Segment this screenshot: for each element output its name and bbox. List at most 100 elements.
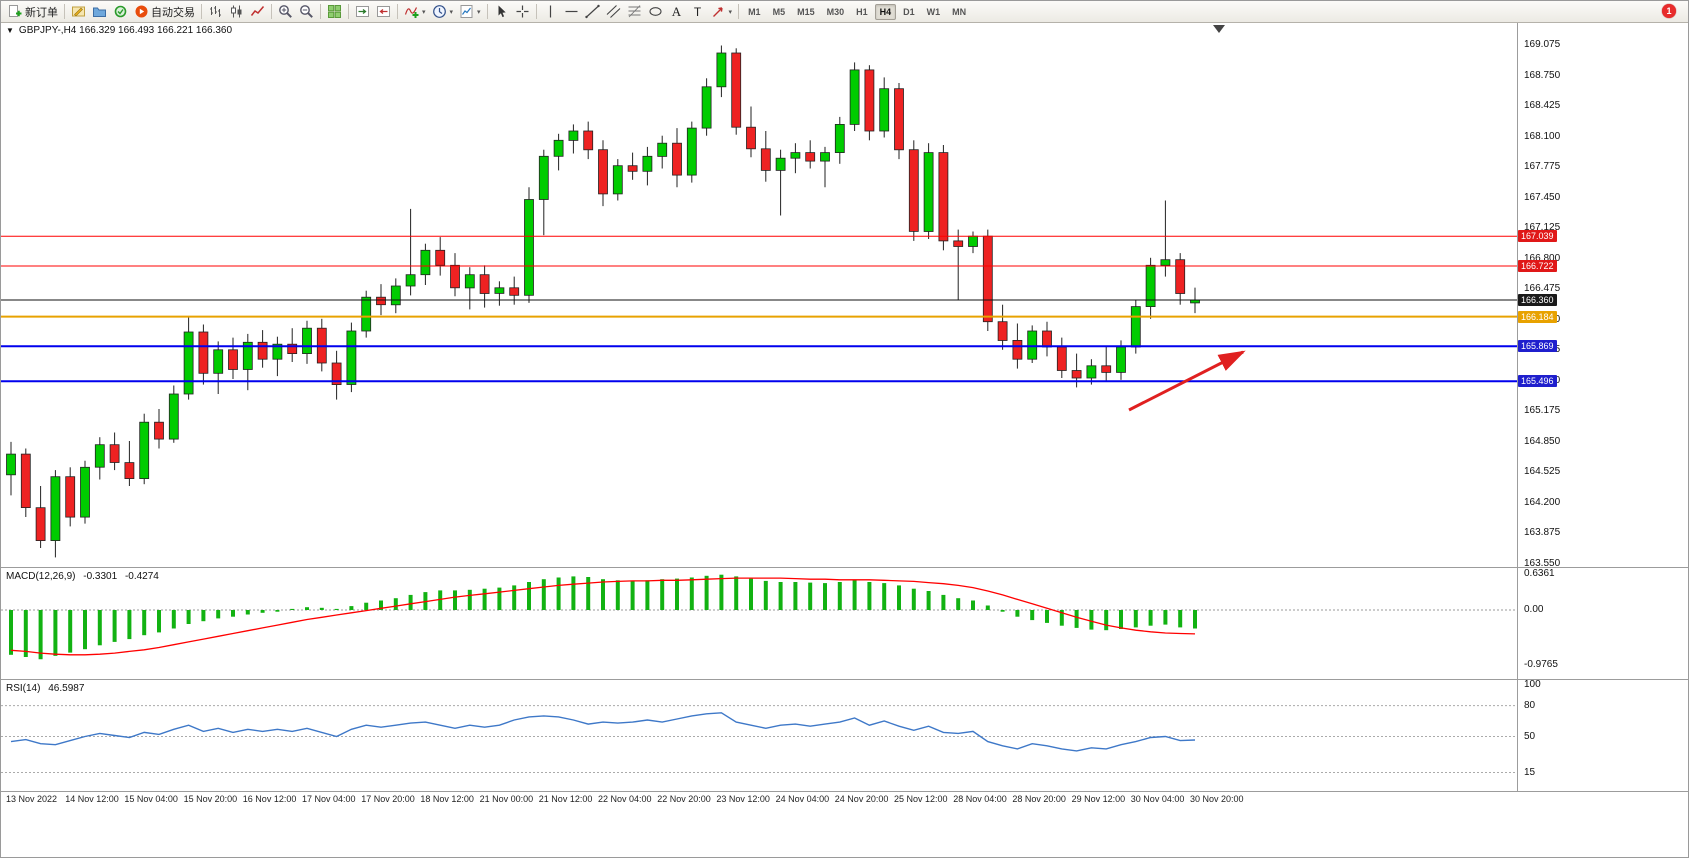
- price-axis-label: 169.075: [1524, 39, 1561, 50]
- dropdown-caret-icon[interactable]: ▾: [477, 8, 481, 16]
- timeframe-m5-button[interactable]: M5: [772, 6, 786, 17]
- fibonacci-button[interactable]: [624, 1, 645, 22]
- panel-separator-main-macd[interactable]: [1, 567, 1688, 568]
- channel-button[interactable]: [603, 1, 624, 22]
- price-axis-label: 168.100: [1524, 130, 1561, 142]
- time-axis-label: 23 Nov 12:00: [716, 794, 770, 804]
- vertical-line-button[interactable]: [540, 1, 561, 22]
- price-tag-165.869: 165.869: [1518, 340, 1557, 353]
- shapes-button[interactable]: [645, 1, 666, 22]
- timeframe-h1-button[interactable]: H1: [856, 6, 868, 17]
- cursor-icon: [494, 4, 509, 19]
- timeframe-d1-button[interactable]: D1: [903, 6, 915, 17]
- main-price-chart[interactable]: [1, 22, 1517, 567]
- cursor-button[interactable]: [491, 1, 512, 22]
- price-axis-label: 164.850: [1524, 435, 1561, 447]
- channel-icon: [606, 4, 621, 19]
- price-axis-label: 166.800: [1524, 252, 1561, 264]
- text-label-button[interactable]: T: [687, 1, 708, 22]
- timeframe-mn-button[interactable]: MN: [952, 6, 967, 17]
- macd-axis-label: 0.00: [1524, 604, 1544, 615]
- macd-signal-line: [10, 577, 1196, 656]
- trend-arrow-annotation[interactable]: [1128, 350, 1246, 412]
- templates-button[interactable]: ▾: [456, 1, 484, 22]
- notification-badge[interactable]: 1: [1662, 4, 1676, 18]
- crosshair-button[interactable]: [512, 1, 533, 22]
- timeframe-m30-button[interactable]: M30: [826, 6, 845, 17]
- new-order-button[interactable]: 新订单: [5, 1, 61, 22]
- price-axis-label: 165.175: [1524, 405, 1561, 417]
- time-axis-label: 21 Nov 00:00: [479, 794, 534, 804]
- panel-separator-macd-rsi[interactable]: [1, 679, 1688, 680]
- price-axis-label: 166.475: [1524, 283, 1561, 295]
- zoom-out-icon: [299, 4, 314, 19]
- indicators-icon: [404, 4, 419, 19]
- dropdown-caret-icon[interactable]: ▾: [728, 8, 733, 16]
- time-axis-label: 25 Nov 12:00: [894, 794, 948, 804]
- chart-workspace[interactable]: ▼ GBPJPY-,H4 166.329 166.493 166.221 166…: [1, 22, 1688, 857]
- macd-label: MACD(12,26,9) -0.3301 -0.4274: [6, 571, 159, 582]
- macd-panel[interactable]: [1, 568, 1517, 679]
- macd-axis-label: -0.9765: [1524, 658, 1558, 670]
- label-icon: T: [690, 4, 705, 19]
- tile-windows-icon: [327, 4, 342, 19]
- zoom-out-button[interactable]: [296, 1, 317, 22]
- time-axis-label: 30 Nov 04:00: [1130, 794, 1185, 804]
- bar-chart-icon: [208, 4, 223, 19]
- rsi-axis-label: 100: [1524, 679, 1541, 690]
- symbol-ohlc-text: GBPJPY-,H4 166.329 166.493 166.221 166.3…: [18, 25, 233, 36]
- candlestick-icon: [229, 4, 244, 19]
- toolbar: 新订单 自动交易 ▾ ▾ ▾ A T ▾ M1 M5 M15 M30 H1 H4 D1 W1 MN 1: [1, 1, 1688, 23]
- time-axis-label: 29 Nov 12:00: [1071, 794, 1126, 804]
- arrows-icon: [711, 4, 726, 19]
- indicators-button[interactable]: ▾: [401, 1, 429, 22]
- profiles-button[interactable]: [89, 1, 110, 22]
- timeframe-m1-button[interactable]: M1: [748, 6, 761, 17]
- price-tag-165.496: 165.496: [1518, 375, 1557, 388]
- autotrading-button[interactable]: 自动交易: [131, 1, 198, 22]
- chart-shift-button[interactable]: [373, 1, 394, 22]
- new-order-label: 新订单: [25, 6, 58, 19]
- toolbar-separator: [535, 4, 537, 19]
- timeframe-h4-button[interactable]: H4: [874, 3, 897, 20]
- toolbar-separator: [64, 4, 65, 19]
- line-chart-icon: [250, 4, 265, 19]
- price-axis-label: 164.525: [1524, 466, 1561, 478]
- tile-windows-button[interactable]: [324, 1, 345, 22]
- arrows-button[interactable]: ▾: [708, 1, 736, 22]
- timeframe-m15-button[interactable]: M15: [797, 6, 815, 17]
- price-axis-label: 163.550: [1524, 558, 1561, 570]
- time-axis-label: 24 Nov 04:00: [775, 794, 830, 804]
- dropdown-caret-icon[interactable]: ▾: [422, 8, 426, 16]
- macd-title: MACD(12,26,9): [6, 571, 76, 582]
- time-axis-label: 18 Nov 12:00: [420, 794, 474, 804]
- time-axis-label: 17 Nov 20:00: [361, 794, 415, 804]
- mql-editor-button[interactable]: [68, 1, 89, 22]
- horizontal-line-button[interactable]: [561, 1, 582, 22]
- macd-axis-label: 0.6361: [1524, 568, 1555, 580]
- bar-chart-mode-button[interactable]: [205, 1, 226, 22]
- time-axis-label: 21 Nov 12:00: [538, 794, 593, 804]
- dropdown-caret-icon[interactable]: ▾: [449, 8, 454, 16]
- chart-shift-marker[interactable]: [1213, 25, 1225, 33]
- market-watch-button[interactable]: [110, 1, 131, 22]
- rsi-label: RSI(14) 46.5987: [6, 683, 84, 694]
- line-chart-mode-button[interactable]: [247, 1, 268, 22]
- symbol-header: ▼ GBPJPY-,H4 166.329 166.493 166.221 166…: [6, 25, 232, 36]
- one-click-trading-caret-icon[interactable]: ▼: [6, 26, 14, 35]
- rsi-line: [10, 712, 1196, 752]
- rsi-panel[interactable]: [1, 680, 1517, 791]
- candlestick-mode-button[interactable]: [226, 1, 247, 22]
- timeframe-w1-button[interactable]: W1: [926, 6, 941, 17]
- time-axis-label: 28 Nov 04:00: [953, 794, 1007, 804]
- auto-scroll-button[interactable]: [352, 1, 373, 22]
- zoom-in-icon: [278, 4, 293, 19]
- new-order-icon: [8, 4, 23, 19]
- zoom-in-button[interactable]: [275, 1, 296, 22]
- text-button[interactable]: A: [666, 1, 687, 22]
- time-axis-label: 15 Nov 04:00: [124, 794, 178, 804]
- toolbar-separator: [486, 4, 488, 19]
- toolbar-separator: [320, 4, 321, 19]
- periods-button[interactable]: ▾: [429, 1, 457, 22]
- trendline-button[interactable]: [582, 1, 603, 22]
